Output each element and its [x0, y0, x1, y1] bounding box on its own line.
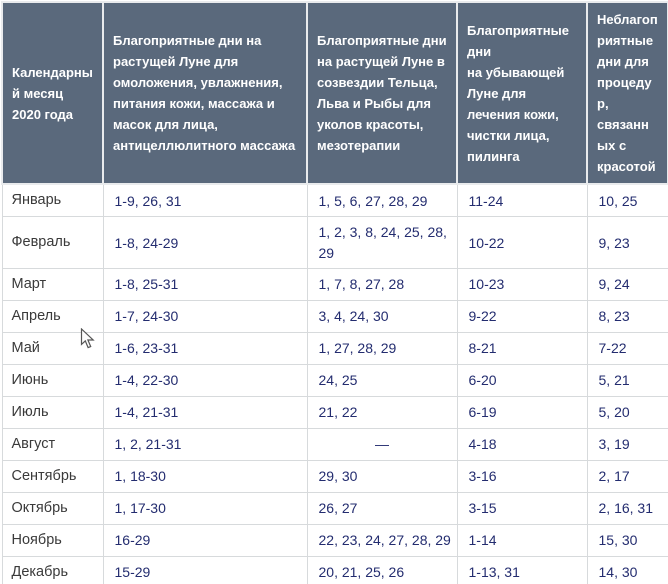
days-cell: 3, 4, 24, 30	[306, 299, 458, 334]
column-header-rejuvenation-waxing-moon: Благоприятные дни на растущей Луне для о…	[102, 0, 308, 186]
days-cell: 4-18	[456, 428, 588, 462]
days-cell: 10-22	[456, 216, 588, 269]
days-cell: 29, 30	[306, 460, 458, 494]
column-header-month: Календарный месяц 2020 года	[1, 0, 104, 186]
table-row: Декабрь 15-29 20, 21, 25, 26 1-13, 31 14, 30	[1, 556, 668, 584]
days-cell: 21, 22	[306, 396, 458, 430]
table-row: Ноябрь 16-29 22, 23, 24, 27, 28, 29 1-14 15,…	[1, 524, 668, 558]
days-cell: 1, 17-30	[102, 492, 308, 526]
days-cell: 15, 30	[586, 524, 668, 558]
days-cell: 2, 17	[586, 460, 668, 494]
days-cell: 5, 21	[586, 364, 668, 398]
days-cell: 24, 25	[306, 364, 458, 398]
month-cell: Октябрь	[1, 492, 104, 526]
month-cell: Март	[1, 267, 104, 302]
days-cell: 1-6, 23-31	[102, 332, 308, 366]
column-header-beauty-injections: Благоприятные дни на растущей Луне в соз…	[306, 0, 458, 186]
days-cell: 9, 24	[586, 267, 668, 302]
days-cell: 1, 27, 28, 29	[306, 332, 458, 366]
table-row: Май 1-6, 23-31 1, 27, 28, 29 8-21 7-22	[1, 332, 668, 366]
table-body: Январь 1-9, 26, 31 1, 5, 6, 27, 28, 29 11-2…	[1, 183, 668, 584]
days-cell: 1-9, 26, 31	[102, 183, 308, 218]
days-cell: 1, 2, 3, 8, 24, 25, 28, 29	[306, 216, 458, 269]
table-row: Октябрь 1, 17-30 26, 27 3-15 2, 16, 31	[1, 492, 668, 526]
column-header-unfavorable: Неблагоприятные дни для процедур, связан…	[586, 0, 668, 186]
days-cell: 15-29	[102, 556, 308, 584]
month-cell: Июнь	[1, 364, 104, 398]
days-cell: 22, 23, 24, 27, 28, 29	[306, 524, 458, 558]
table-row: Март 1-8, 25-31 1, 7, 8, 27, 28 10-23 9, 24	[1, 267, 668, 302]
days-cell: 10-23	[456, 267, 588, 302]
days-cell: 1-4, 21-31	[102, 396, 308, 430]
days-cell: 14, 30	[586, 556, 668, 584]
month-cell: Август	[1, 428, 104, 462]
table-row: Январь 1-9, 26, 31 1, 5, 6, 27, 28, 29 11-2…	[1, 183, 668, 218]
days-cell: 1-8, 25-31	[102, 267, 308, 302]
days-cell: 26, 27	[306, 492, 458, 526]
days-cell: 1-14	[456, 524, 588, 558]
days-cell: 16-29	[102, 524, 308, 558]
days-cell: 8, 23	[586, 299, 668, 334]
table-row: Август 1, 2, 21-31—4-18 3, 19	[1, 428, 668, 462]
days-cell: 1-7, 24-30	[102, 299, 308, 334]
days-cell: 1, 7, 8, 27, 28	[306, 267, 458, 302]
month-cell: Май	[1, 332, 104, 366]
days-cell: 11-24	[456, 183, 588, 218]
days-cell: 20, 21, 25, 26	[306, 556, 458, 584]
month-cell: Ноябрь	[1, 524, 104, 558]
days-cell: 6-20	[456, 364, 588, 398]
days-cell: 5, 20	[586, 396, 668, 430]
days-cell: 9, 23	[586, 216, 668, 269]
days-cell: 1-8, 24-29	[102, 216, 308, 269]
days-cell: 1, 2, 21-31	[102, 428, 308, 462]
days-cell: 1-13, 31	[456, 556, 588, 584]
month-cell: Декабрь	[1, 556, 104, 584]
month-cell: Июль	[1, 396, 104, 430]
days-cell: 1, 18-30	[102, 460, 308, 494]
days-cell: 9-22	[456, 299, 588, 334]
days-cell: 8-21	[456, 332, 588, 366]
days-cell: 2, 16, 31	[586, 492, 668, 526]
month-cell: Февраль	[1, 216, 104, 269]
table-header: Календарный месяц 2020 года Благоприятные…	[1, 0, 668, 186]
days-cell: 1, 5, 6, 27, 28, 29	[306, 183, 458, 218]
days-cell: —	[306, 428, 458, 462]
days-cell: 3-15	[456, 492, 588, 526]
table-row: Апрель 1-7, 24-30 3, 4, 24, 30 9-22 8, 23	[1, 299, 668, 334]
table-row: Июнь 1-4, 22-30 24, 25 6-20 5, 21	[1, 364, 668, 398]
days-cell: 7-22	[586, 332, 668, 366]
month-cell: Апрель	[1, 299, 104, 334]
table-row: Июль 1-4, 21-31 21, 22 6-19 5, 20	[1, 396, 668, 430]
days-cell: 3, 19	[586, 428, 668, 462]
table-row: Сентябрь 1, 18-30 29, 30 3-16 2, 17	[1, 460, 668, 494]
days-cell: 3-16	[456, 460, 588, 494]
table-row: Февраль 1-8, 24-29 1, 2, 3, 8, 24, 25, 28,…	[1, 216, 668, 269]
header-row: Календарный месяц 2020 года Благоприятные…	[1, 0, 668, 186]
month-cell: Сентябрь	[1, 460, 104, 494]
days-cell: 1-4, 22-30	[102, 364, 308, 398]
column-header-skin-treatment-waning-moon: Благоприятные дни на убывающей Луне для …	[456, 0, 588, 186]
days-cell: 10, 25	[586, 183, 668, 218]
days-cell: 6-19	[456, 396, 588, 430]
month-cell: Январь	[1, 183, 104, 218]
